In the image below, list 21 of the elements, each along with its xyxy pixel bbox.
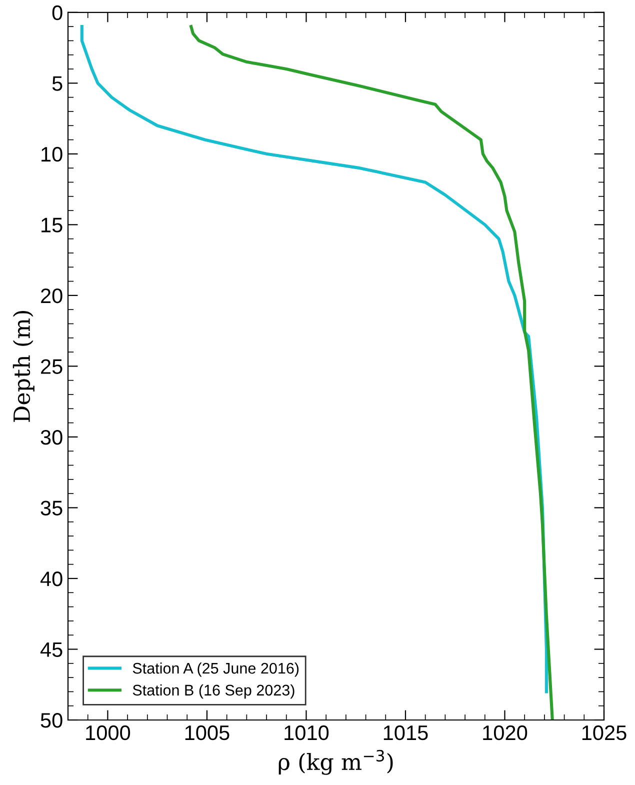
x-axis-title: ρ (kg m$^{−3}$) bbox=[278, 750, 393, 775]
y-tick-label: 30 bbox=[40, 430, 62, 445]
x-tick-label: 1000 bbox=[86, 725, 130, 740]
x-tick-label: 1010 bbox=[284, 725, 329, 740]
y-tick-label: 0 bbox=[52, 5, 62, 20]
legend-label: Station A (25 June 2016) bbox=[132, 662, 299, 677]
y-tick-label: 40 bbox=[40, 571, 62, 586]
y-tick-label: 35 bbox=[40, 500, 62, 516]
x-tick-label: 1025 bbox=[582, 725, 626, 740]
y-tick-label: 20 bbox=[41, 288, 62, 304]
y-tick-label: 5 bbox=[52, 76, 62, 91]
x-tick-label: 1005 bbox=[185, 725, 230, 740]
y-tick-label: 45 bbox=[40, 642, 62, 657]
x-tick-label: 1020 bbox=[483, 725, 528, 740]
x-tick-label: 1015 bbox=[384, 725, 428, 740]
y-tick-label: 15 bbox=[42, 218, 62, 232]
y-tick-label: 10 bbox=[42, 146, 62, 162]
y-axis-title: Depth (m) bbox=[12, 311, 34, 422]
legend-label: Station B (16 Sep 2023) bbox=[132, 684, 294, 699]
y-tick-label: 25 bbox=[41, 359, 62, 374]
y-tick-label: 50 bbox=[40, 713, 62, 728]
